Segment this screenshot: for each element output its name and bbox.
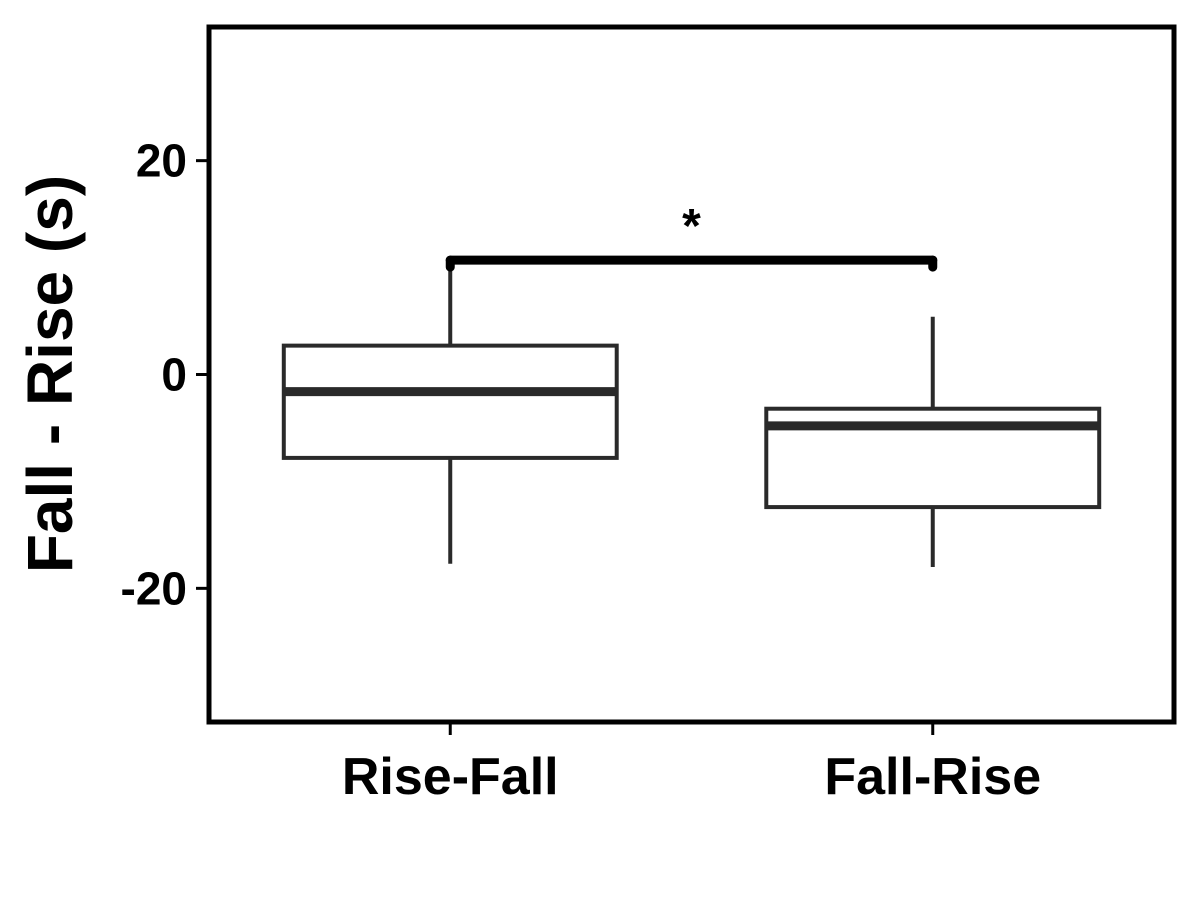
box-iqr	[281, 343, 619, 460]
box-rise-fall	[281, 270, 619, 564]
y-axis-title: Fall - Rise (s)	[14, 175, 86, 573]
x-tick-label: Rise-Fall	[342, 748, 559, 806]
significance-bracket: *	[445, 200, 938, 272]
box-series	[281, 270, 1102, 567]
significance-label: *	[682, 200, 701, 253]
y-tick-label: -20	[121, 562, 187, 614]
x-axis-ticks: Rise-Fall Fall-Rise	[342, 724, 1041, 806]
y-axis-ticks: -20 0 20	[121, 135, 207, 614]
y-tick-label: 0	[161, 349, 187, 401]
y-tick-label: 20	[136, 135, 187, 187]
x-tick-label: Fall-Rise	[824, 748, 1041, 806]
significance-bracket-group: *	[445, 200, 938, 272]
box-fall-rise	[764, 316, 1102, 567]
